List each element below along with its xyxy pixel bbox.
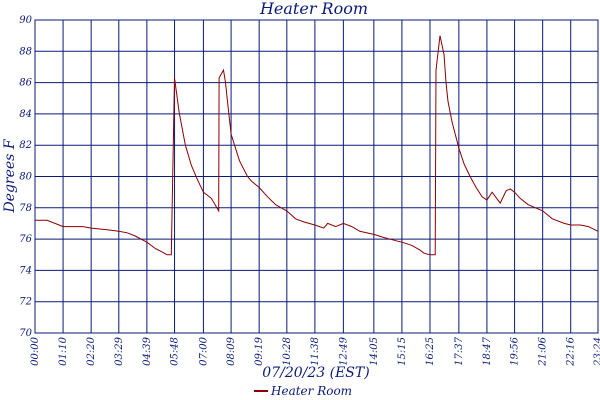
y-tick-label: 82 xyxy=(19,140,32,151)
x-tick-label: 05:48 xyxy=(170,337,181,366)
series-line-heater-room xyxy=(35,35,599,256)
y-tick-label: 76 xyxy=(19,234,32,245)
y-tick-label: 90 xyxy=(19,15,32,26)
x-tick-label: 07:00 xyxy=(198,336,209,365)
x-tick-label: 16:25 xyxy=(425,337,436,366)
x-tick-label: 23:24 xyxy=(593,337,600,367)
x-tick-label: 15:15 xyxy=(397,337,408,366)
y-tick-label: 74 xyxy=(19,265,32,276)
x-tick-label: 03:29 xyxy=(114,336,125,365)
y-axis-label: Degrees F xyxy=(2,138,18,213)
x-tick-label: 12:49 xyxy=(338,336,349,365)
legend: Heater Room xyxy=(254,384,352,398)
y-tick-label: 78 xyxy=(19,203,32,214)
x-tick-label: 18:47 xyxy=(482,336,493,365)
x-tick-label: 04:39 xyxy=(142,336,153,365)
x-tick-label: 00:00 xyxy=(30,336,41,365)
x-tick-label: 22:16 xyxy=(566,336,577,366)
x-tick-label: 08:09 xyxy=(226,336,237,365)
y-tick-label: 70 xyxy=(19,328,32,339)
x-tick-label: 14:05 xyxy=(369,337,380,366)
gridlines xyxy=(34,19,599,334)
x-tick-label: 01:10 xyxy=(58,336,69,365)
x-tick-label: 10:28 xyxy=(282,337,293,366)
x-tick-label: 02:20 xyxy=(86,336,97,365)
y-tick-label: 88 xyxy=(19,46,32,57)
x-tick-label: 19:56 xyxy=(510,336,521,365)
series-layer xyxy=(35,35,599,256)
y-tick-label: 86 xyxy=(19,78,32,89)
y-tick-label: 80 xyxy=(19,172,32,183)
legend-label: Heater Room xyxy=(270,384,352,398)
x-tick-label: 11:38 xyxy=(310,337,321,366)
y-tick-labels: 70 72 74 76 78 80 82 84 86 88 90 xyxy=(19,15,32,339)
x-tick-labels: 00:00 01:10 02:20 03:29 04:39 05:48 07:00 08:09… xyxy=(30,336,600,366)
x-tick-label: 09:19 xyxy=(254,336,265,365)
y-tick-label: 72 xyxy=(19,297,32,308)
plot-frame xyxy=(34,19,599,334)
chart-title: Heater Room xyxy=(259,0,368,18)
x-tick-label: 21:06 xyxy=(538,336,549,366)
x-axis-label: 07/20/23 (EST) xyxy=(262,365,369,381)
y-tick-label: 84 xyxy=(19,109,32,120)
x-tick-label: 17:37 xyxy=(454,336,465,365)
